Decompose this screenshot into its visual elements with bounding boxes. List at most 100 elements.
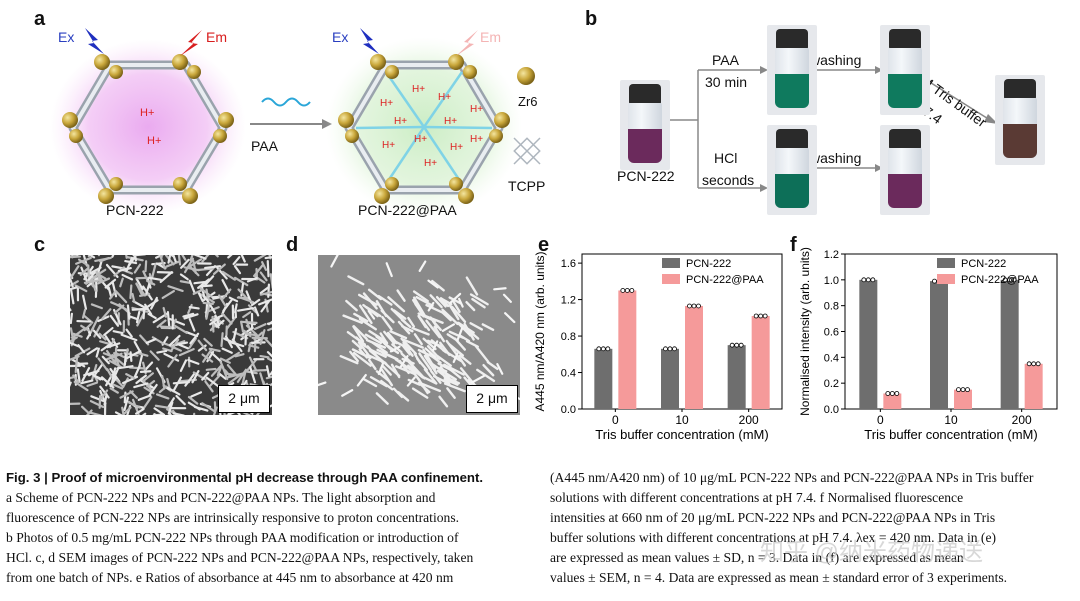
svg-text:H+: H+ bbox=[380, 98, 393, 109]
panel-label-c: c bbox=[34, 234, 46, 256]
legend-swatch bbox=[937, 274, 955, 284]
ex-bolt-right-icon bbox=[360, 28, 379, 54]
bar bbox=[859, 279, 878, 409]
tcpp-icon bbox=[513, 137, 541, 165]
data-point bbox=[672, 346, 677, 352]
panel-b-arrows bbox=[670, 66, 998, 192]
data-point bbox=[596, 346, 602, 352]
zr-clusters-right bbox=[338, 54, 510, 204]
data-point bbox=[729, 342, 735, 348]
x-axis-title: Tris buffer concentration (mM) bbox=[595, 427, 768, 442]
svg-text:H+: H+ bbox=[382, 140, 395, 151]
photo-vial-paa-washed bbox=[880, 25, 930, 115]
data-point bbox=[1031, 361, 1037, 367]
data-point bbox=[762, 313, 768, 319]
bar bbox=[954, 389, 972, 409]
caption-right-line: (A445 nm/A420 nm) of 10 μg/mL PCN-222 NP… bbox=[550, 470, 1034, 485]
legend-label: PCN-222 bbox=[961, 258, 1006, 270]
bar bbox=[594, 348, 613, 409]
y-tick-label: 0.0 bbox=[824, 404, 839, 416]
photo-vial-hcl bbox=[767, 125, 817, 215]
x-tick-label: 10 bbox=[944, 413, 958, 427]
y-tick-label: 0.6 bbox=[824, 327, 839, 339]
label-paa-b: PAA bbox=[712, 52, 739, 68]
em-bolt-left-icon bbox=[180, 30, 202, 56]
data-point bbox=[870, 277, 876, 283]
data-point bbox=[753, 313, 759, 319]
data-point bbox=[865, 277, 871, 283]
bar bbox=[685, 305, 703, 409]
caption-left-line: b Photos of 0.5 mg/mL PCN-222 NPs throug… bbox=[6, 530, 459, 545]
y-tick-label: 0.2 bbox=[824, 378, 839, 390]
label-pcn222-b: PCN-222 bbox=[617, 168, 675, 184]
x-tick-label: 0 bbox=[877, 413, 884, 427]
photo-vial-hcl-washed bbox=[880, 125, 930, 215]
scalebar-text-d: 2 μm bbox=[476, 390, 508, 406]
sem-image-d: 2 μm bbox=[318, 255, 520, 415]
data-point bbox=[600, 346, 606, 352]
chart-e: 0.0 0.4 0.8 1.2 1.6 0 10 200 PCN-222 PCN-222@PAA T… bbox=[533, 251, 783, 442]
label-pcn222paa-a: PCN-222@PAA bbox=[358, 202, 457, 218]
photo-vial-paa bbox=[767, 25, 817, 115]
scalebar-box-c: 2 μm bbox=[218, 385, 270, 413]
legend-label: PCN-222@PAA bbox=[686, 274, 764, 286]
legend-swatch bbox=[937, 258, 955, 268]
data-point bbox=[965, 387, 970, 393]
caption-right: (A445 nm/A420 nm) of 10 μg/mL PCN-222 NP… bbox=[550, 468, 1075, 588]
data-point bbox=[1026, 361, 1032, 367]
data-point bbox=[691, 303, 697, 309]
y-axis-title: A445 nm/A420 nm (arb. units) bbox=[533, 251, 547, 411]
em-label-left: Em bbox=[206, 29, 227, 45]
x-axis-title: Tris buffer concentration (mM) bbox=[864, 427, 1037, 442]
svg-text:H+: H+ bbox=[470, 134, 483, 145]
x-tick-label: 200 bbox=[739, 413, 759, 427]
panel-label-d: d bbox=[286, 234, 299, 256]
label-zr6: Zr6 bbox=[518, 94, 538, 109]
ex-label-right: Ex bbox=[332, 29, 348, 45]
caption-right-line: are expressed as mean values ± SD, n = 3… bbox=[550, 550, 964, 565]
data-point bbox=[624, 288, 630, 293]
caption-left-line: fluorescence of PCN-222 NPs are intrinsi… bbox=[6, 510, 460, 525]
caption-left-line: a Scheme of PCN-222 NPs and PCN-222@PAA … bbox=[6, 490, 436, 505]
paa-chains bbox=[355, 71, 493, 185]
zr-clusters-left bbox=[62, 54, 234, 204]
svg-text:H+: H+ bbox=[424, 158, 437, 169]
data-point bbox=[758, 313, 764, 319]
ex-label-left: Ex bbox=[58, 29, 74, 45]
caption-right-line: buffer solutions with different concentr… bbox=[550, 530, 997, 545]
y-tick-label: 1.2 bbox=[824, 249, 839, 261]
legend-label: PCN-222@PAA bbox=[961, 274, 1039, 286]
y-tick-label: 1.2 bbox=[561, 295, 576, 307]
bar bbox=[661, 348, 679, 409]
bar bbox=[930, 281, 948, 409]
panel-label-a: a bbox=[34, 8, 46, 30]
photo-vial-tris bbox=[995, 75, 1045, 165]
watermark: 知乎 @纳米药物递送 bbox=[760, 539, 984, 566]
caption-title: Fig. 3 | Proof of microenvironmental pH … bbox=[6, 470, 484, 485]
data-point bbox=[861, 277, 867, 283]
data-point bbox=[667, 346, 673, 352]
ex-bolt-left-icon bbox=[85, 28, 104, 54]
y-axis-title: Normalised intensity (arb. units) bbox=[798, 247, 812, 416]
label-paa-arrow: PAA bbox=[251, 138, 278, 154]
panel-label-f: f bbox=[790, 234, 797, 256]
x-tick-label: 0 bbox=[612, 413, 619, 427]
label-seconds: seconds bbox=[702, 172, 755, 188]
data-point bbox=[1007, 277, 1013, 283]
data-point bbox=[956, 387, 961, 393]
caption-left-line: from one batch of NPs. e Ratios of absor… bbox=[6, 570, 454, 585]
svg-text:H+: H+ bbox=[444, 116, 457, 127]
bar bbox=[1024, 363, 1043, 409]
caption-right-line: solutions with different concentrations … bbox=[550, 490, 964, 505]
protons-right: H+ H+ H+ H+ H+ H+ H+ H+ H+ H+ H+ bbox=[380, 84, 483, 169]
svg-text:H+: H+ bbox=[438, 92, 451, 103]
y-tick-label: 0.8 bbox=[561, 331, 576, 343]
panel-label-b: b bbox=[585, 8, 598, 30]
scalebar-text-c: 2 μm bbox=[228, 390, 260, 406]
bar bbox=[751, 316, 770, 409]
sem-image-c: 2 μm bbox=[70, 255, 272, 415]
y-tick-label: 1.0 bbox=[824, 275, 839, 287]
data-point bbox=[663, 346, 668, 352]
data-point bbox=[734, 342, 740, 348]
proton-left-1: H+ bbox=[140, 107, 154, 119]
